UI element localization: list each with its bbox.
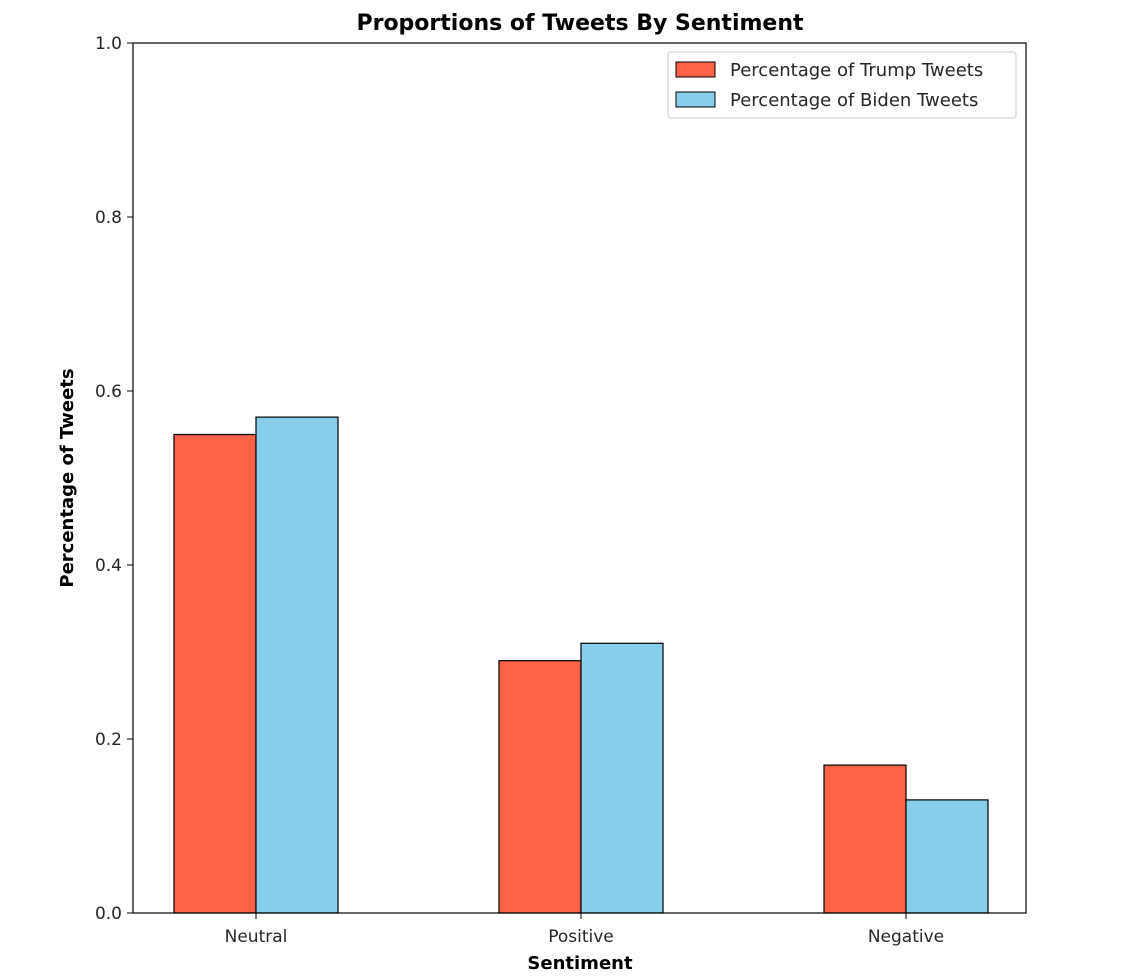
legend: Percentage of Trump Tweets Percentage of… xyxy=(667,51,1017,119)
x-axis: Neutral Positive Negative xyxy=(225,913,944,947)
x-axis-title: Sentiment xyxy=(527,953,633,974)
legend-label-trump: Percentage of Trump Tweets xyxy=(730,60,983,81)
x-tick-label-negative: Negative xyxy=(868,927,944,947)
bars-layer xyxy=(173,416,989,914)
legend-frame xyxy=(667,51,1017,119)
bar-trump-neutral xyxy=(173,433,257,914)
plot-frame xyxy=(132,42,1027,914)
y-tick-label: 0.4 xyxy=(95,556,122,576)
bar-biden-neutral xyxy=(255,416,339,914)
legend-swatch-trump xyxy=(675,61,716,78)
y-tick-label: 0.8 xyxy=(95,208,122,228)
y-axis: 0.0 0.2 0.4 0.6 0.8 1.0 xyxy=(95,34,133,924)
x-tick-label-positive: Positive xyxy=(548,927,614,947)
y-tick-label: 1.0 xyxy=(95,34,122,54)
y-tick-label: 0.2 xyxy=(95,730,122,750)
bar-trump-positive xyxy=(498,660,582,914)
bar-biden-negative xyxy=(905,799,989,914)
x-tick-label-neutral: Neutral xyxy=(225,927,288,947)
legend-label-biden: Percentage of Biden Tweets xyxy=(730,90,978,111)
bar-biden-positive xyxy=(580,642,664,914)
y-tick-label: 0.6 xyxy=(95,382,122,402)
y-axis-title: Percentage of Tweets xyxy=(57,368,78,587)
y-tick-label: 0.0 xyxy=(95,904,122,924)
legend-swatch-biden xyxy=(675,91,716,108)
chart-title: Proportions of Tweets By Sentiment xyxy=(356,11,804,36)
bar-trump-negative xyxy=(823,764,907,914)
